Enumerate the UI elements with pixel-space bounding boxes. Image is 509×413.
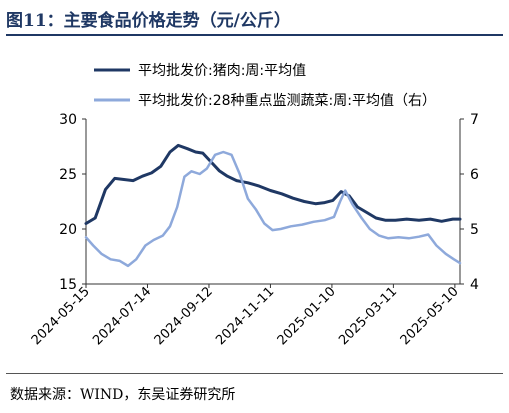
x-tick-label: 2025-05-10 xyxy=(398,284,462,348)
y-right-tick-label: 5 xyxy=(470,222,479,238)
y-right-tick-label: 4 xyxy=(470,277,479,293)
title-rule xyxy=(6,34,503,36)
y-right-tick-label: 6 xyxy=(470,167,479,183)
plot-frame xyxy=(85,119,461,285)
pork-price-line xyxy=(84,143,462,225)
source-rule xyxy=(6,373,503,374)
source-note: 数据来源：WIND，东吴证券研究所 xyxy=(10,387,236,403)
y-left-tick-label: 15 xyxy=(59,277,77,293)
legend-label-pork: 平均批发价:猪肉:周:平均值 xyxy=(138,63,306,79)
series-lines xyxy=(84,143,462,268)
y-left-tick-label: 30 xyxy=(59,112,77,128)
figure-title: 图11：主要食品价格走势（元/公斤） xyxy=(6,11,291,31)
legend-label-vegetable: 平均批发价:28种重点监测蔬菜:周:平均值（右） xyxy=(138,93,436,109)
x-tick-label: 2025-03-11 xyxy=(336,284,400,348)
x-tick-label: 2024-07-14 xyxy=(90,284,154,348)
y-right-tick-label: 7 xyxy=(470,112,479,128)
y-left-tick-label: 25 xyxy=(59,167,77,183)
vegetable-price-line xyxy=(84,150,462,268)
axis-ticks: 15 20 25 30 4 5 6 7 2024-05-152024-07-142024-09-… xyxy=(29,112,479,348)
x-tick-label: 2024-09-12 xyxy=(152,284,216,348)
x-tick-label: 2024-05-15 xyxy=(29,284,93,348)
x-tick-label: 2024-11-11 xyxy=(213,284,277,348)
x-tick-label: 2025-01-10 xyxy=(275,284,339,348)
y-left-tick-label: 20 xyxy=(59,222,77,238)
